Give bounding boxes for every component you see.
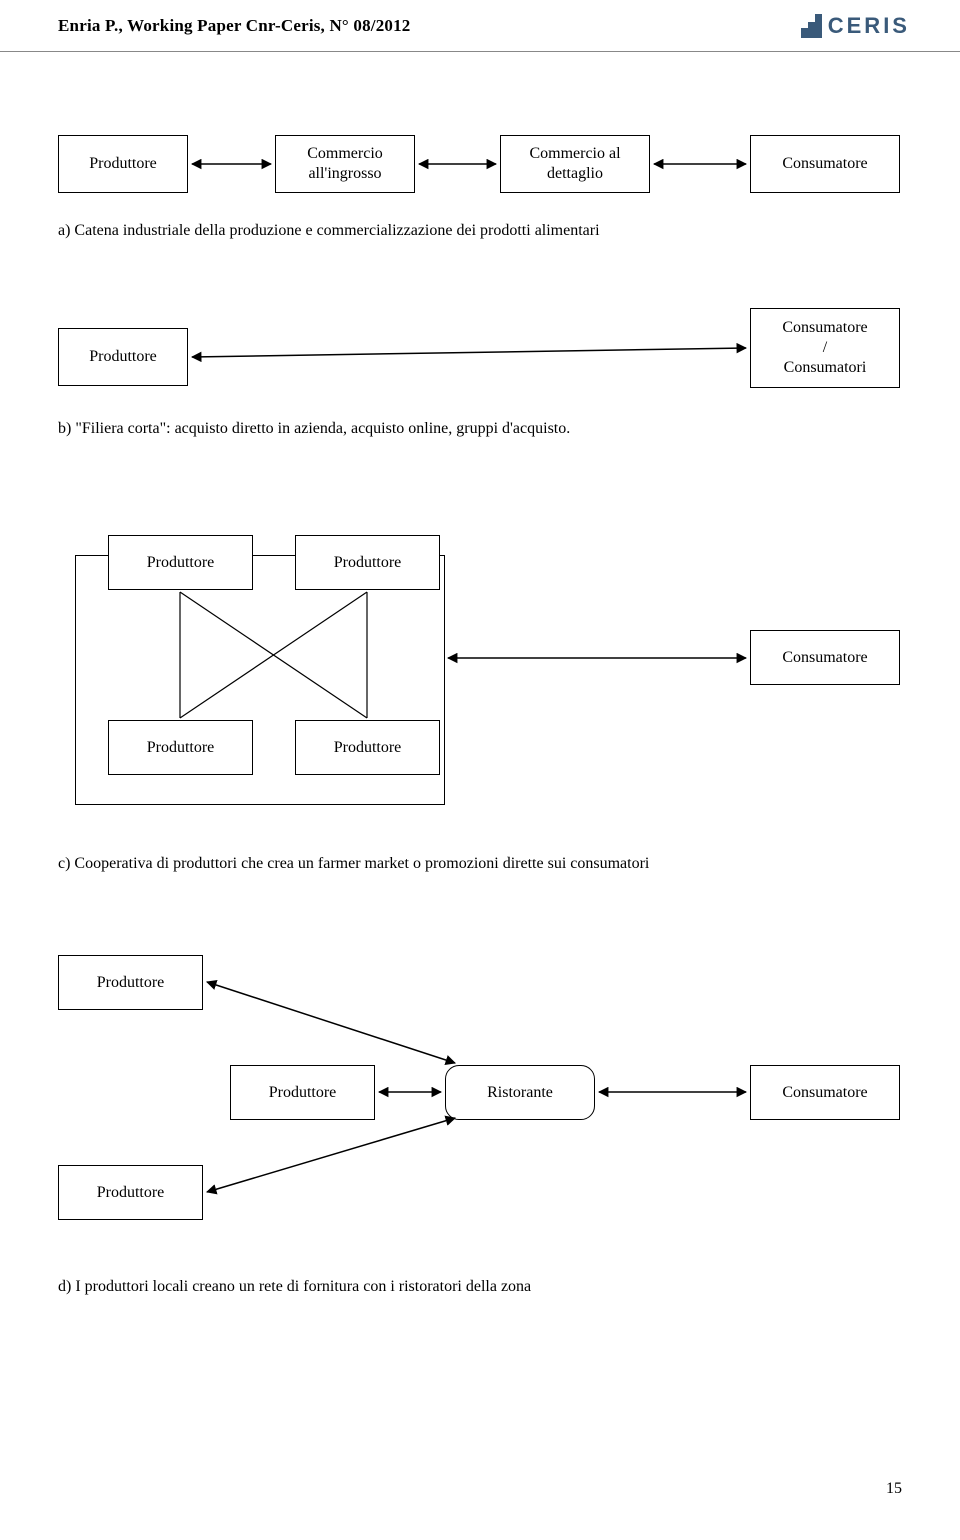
diagram-c-caption: c) Cooperativa di produttori che crea un… — [58, 855, 649, 873]
logo-bars-icon — [801, 14, 822, 38]
diagram-d-produttore-3: Produttore — [58, 1165, 203, 1220]
diagram-c-produttore-4: Produttore — [295, 720, 440, 775]
diagram-a-produttore: Produttore — [58, 135, 188, 193]
diagram-a-caption: a) Catena industriale della produzione e… — [58, 222, 600, 240]
diagram-d-caption: d) I produttori locali creano un rete di… — [58, 1278, 531, 1296]
ceris-logo: CERIS — [801, 13, 910, 39]
diagram-d-produttore-2: Produttore — [230, 1065, 375, 1120]
diagram-d-produttore-1: Produttore — [58, 955, 203, 1010]
logo-text: CERIS — [828, 13, 910, 39]
diagram-a-dettaglio: Commercio al dettaglio — [500, 135, 650, 193]
diagram-c-consumatore: Consumatore — [750, 630, 900, 685]
diagram-a-ingrosso: Commercio all'ingrosso — [275, 135, 415, 193]
page-header: Enria P., Working Paper Cnr-Ceris, N° 08… — [0, 0, 960, 52]
diagram-c-produttore-1: Produttore — [108, 535, 253, 590]
diagram-c-produttore-2: Produttore — [295, 535, 440, 590]
diagram-b-produttore: Produttore — [58, 328, 188, 386]
page-number: 15 — [886, 1480, 902, 1498]
diagram-b-consumatore: Consumatore / Consumatori — [750, 308, 900, 388]
diagram-b-caption: b) "Filiera corta": acquisto diretto in … — [58, 420, 570, 438]
diagram-d-ristorante: Ristorante — [445, 1065, 595, 1120]
diagram-a-consumatore: Consumatore — [750, 135, 900, 193]
page: Enria P., Working Paper Cnr-Ceris, N° 08… — [0, 0, 960, 1540]
header-citation: Enria P., Working Paper Cnr-Ceris, N° 08… — [58, 16, 411, 36]
diagram-d-consumatore: Consumatore — [750, 1065, 900, 1120]
diagram-c-produttore-3: Produttore — [108, 720, 253, 775]
